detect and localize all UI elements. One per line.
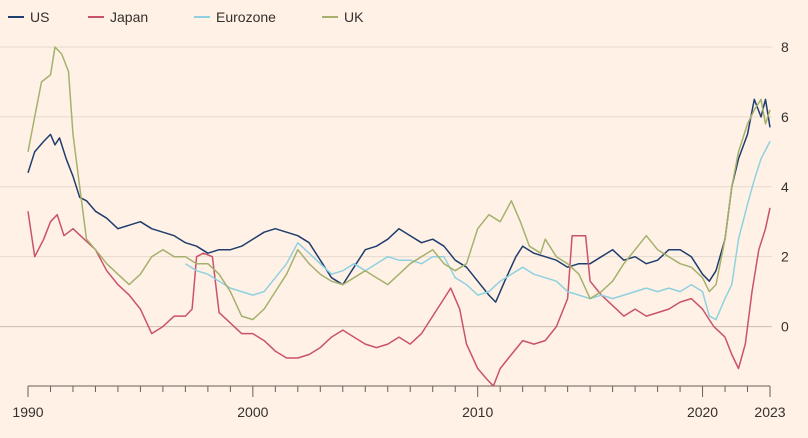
legend-label-japan: Japan (110, 9, 148, 25)
x-tick-label: 2000 (237, 404, 268, 420)
legend-label-us: US (30, 9, 49, 25)
y-tick-label: 8 (781, 39, 789, 55)
series-line-japan (27, 207, 771, 387)
x-tick-label: 2010 (462, 404, 493, 420)
series-lines (27, 46, 771, 387)
x-tick-label: 2023 (754, 404, 785, 420)
x-tick-label: 1990 (12, 404, 43, 420)
legend: US Japan Eurozone UK (8, 9, 364, 25)
series-line-uk (27, 46, 771, 321)
y-tick-labels: 0 2 4 6 8 (781, 39, 789, 335)
series-line-eurozone (185, 141, 771, 321)
legend-label-uk: UK (344, 9, 364, 25)
y-tick-label: 4 (781, 179, 789, 195)
y-tick-label: 2 (781, 249, 789, 265)
legend-label-eurozone: Eurozone (216, 9, 276, 25)
y-tick-label: 0 (781, 319, 789, 335)
x-axis (27, 385, 771, 397)
x-tick-labels: 1990 2000 2010 2020 2023 (12, 404, 785, 420)
x-tick-label: 2020 (687, 404, 718, 420)
series-line-us (27, 98, 771, 303)
y-gridlines (0, 46, 772, 328)
y-tick-label: 6 (781, 109, 789, 125)
